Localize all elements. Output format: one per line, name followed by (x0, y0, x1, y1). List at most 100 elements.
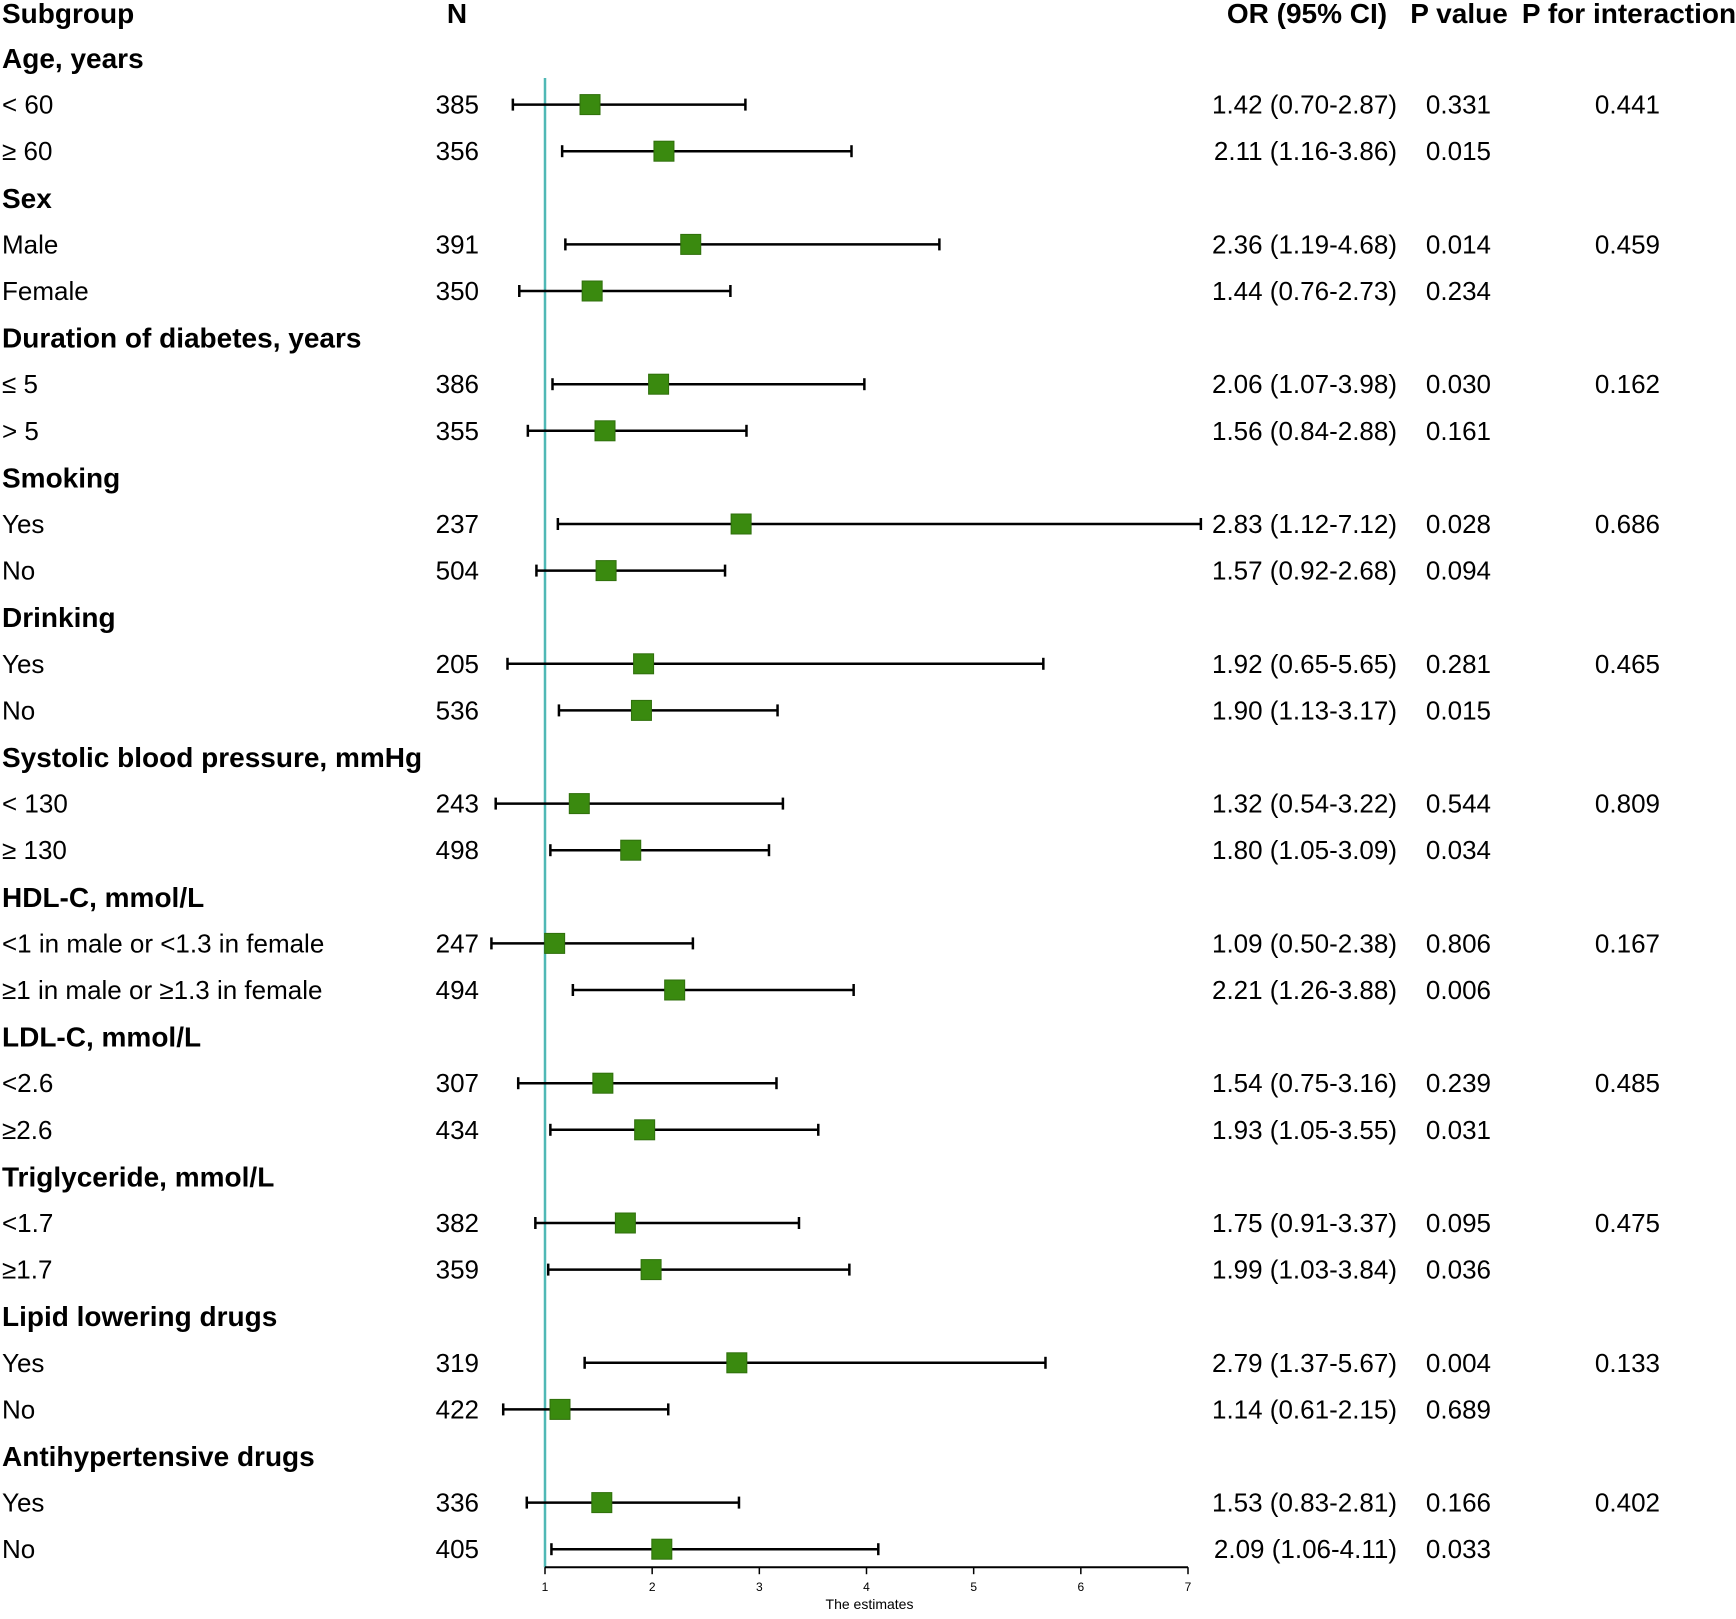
or-ci-value: 1.32 (0.54-3.22) (1212, 789, 1397, 819)
or-ci-value: 1.92 (0.65-5.65) (1212, 649, 1397, 679)
group-title: Systolic blood pressure, mmHg (2, 742, 422, 773)
p-value: 0.161 (1426, 416, 1491, 446)
p-value: 0.030 (1426, 369, 1491, 399)
estimate-marker (730, 513, 752, 535)
header-or-ci: OR (95% CI) (1227, 0, 1387, 29)
subgroup-label: <1.7 (2, 1208, 53, 1238)
x-tick-label: 1 (542, 1580, 549, 1594)
n-value: 336 (436, 1488, 479, 1518)
or-ci-value: 1.54 (0.75-3.16) (1212, 1068, 1397, 1098)
or-ci-value: 1.90 (1.13-3.17) (1212, 695, 1397, 725)
p-value: 0.034 (1426, 835, 1491, 865)
or-ci-value: 1.14 (0.61-2.15) (1212, 1394, 1397, 1424)
subgroup-label: <2.6 (2, 1068, 53, 1098)
forest-table: Age, years < 60 385 1.42 (0.70-2.87) 0.331 0.… (2, 43, 1660, 1564)
or-ci-value: 1.57 (0.92-2.68) (1212, 556, 1397, 586)
estimate-marker (648, 373, 670, 395)
n-value: 205 (436, 649, 479, 679)
estimate-marker (653, 140, 675, 162)
group-title: Sex (2, 183, 52, 214)
header-subgroup: Subgroup (2, 0, 134, 29)
x-axis-title: The estimates (826, 1596, 914, 1612)
estimate-marker (549, 1398, 571, 1420)
n-value: 247 (436, 928, 479, 958)
group-title: Triglyceride, mmol/L (2, 1161, 274, 1192)
group-title: Antihypertensive drugs (2, 1441, 315, 1472)
subgroup-label: ≥ 130 (2, 835, 67, 865)
header-n: N (447, 0, 467, 29)
subgroup-label: ≤ 5 (2, 369, 38, 399)
or-ci-value: 1.44 (0.76-2.73) (1212, 276, 1397, 306)
n-value: 498 (436, 835, 479, 865)
column-headers: Subgroup N OR (95% CI) P value P for int… (2, 0, 1736, 29)
p-interaction-value: 0.485 (1595, 1068, 1660, 1098)
n-value: 434 (436, 1115, 479, 1145)
subgroup-label: Female (2, 276, 89, 306)
n-value: 536 (436, 695, 479, 725)
subgroup-label: No (2, 695, 35, 725)
or-ci-value: 2.21 (1.26-3.88) (1212, 975, 1397, 1005)
n-value: 319 (436, 1348, 479, 1378)
or-ci-value: 2.11 (1.16-3.86) (1214, 136, 1397, 166)
group-title: Lipid lowering drugs (2, 1301, 277, 1332)
subgroup-label: No (2, 556, 35, 586)
or-ci-value: 2.79 (1.37-5.67) (1212, 1348, 1397, 1378)
or-ci-value: 2.09 (1.06-4.11) (1214, 1534, 1397, 1564)
p-value: 0.014 (1426, 229, 1491, 259)
estimate-marker (591, 1492, 613, 1514)
group-title: HDL-C, mmol/L (2, 882, 204, 913)
or-ci-value: 2.83 (1.12-7.12) (1212, 509, 1397, 539)
estimate-marker (592, 1072, 614, 1094)
n-value: 385 (436, 90, 479, 120)
p-interaction-value: 0.441 (1595, 90, 1660, 120)
p-value: 0.281 (1426, 649, 1491, 679)
x-tick-label: 5 (970, 1580, 977, 1594)
group-title: Age, years (2, 43, 144, 74)
subgroup-label: No (2, 1394, 35, 1424)
subgroup-label: > 5 (2, 416, 39, 446)
group-title: Smoking (2, 462, 120, 493)
p-value: 0.234 (1426, 276, 1491, 306)
x-tick-label: 7 (1185, 1580, 1192, 1594)
subgroup-label: No (2, 1534, 35, 1564)
x-tick-label: 6 (1077, 1580, 1084, 1594)
group-title: Drinking (2, 602, 116, 633)
p-value: 0.544 (1426, 789, 1491, 819)
estimate-marker (680, 233, 702, 255)
subgroup-label: < 130 (2, 789, 68, 819)
estimate-marker (581, 280, 603, 302)
n-value: 405 (436, 1534, 479, 1564)
subgroup-label: Yes (2, 509, 44, 539)
estimate-marker (630, 699, 652, 721)
p-value: 0.031 (1426, 1115, 1491, 1145)
estimate-marker (726, 1352, 748, 1374)
p-value: 0.015 (1426, 695, 1491, 725)
n-value: 382 (436, 1208, 479, 1238)
estimate-marker (568, 793, 590, 815)
subgroup-label: Yes (2, 1488, 44, 1518)
n-value: 355 (436, 416, 479, 446)
p-interaction-value: 0.475 (1595, 1208, 1660, 1238)
p-value: 0.239 (1426, 1068, 1491, 1098)
subgroup-label: Male (2, 229, 58, 259)
p-interaction-value: 0.162 (1595, 369, 1660, 399)
p-value: 0.806 (1426, 928, 1491, 958)
p-value: 0.095 (1426, 1208, 1491, 1238)
p-value: 0.006 (1426, 975, 1491, 1005)
p-interaction-value: 0.167 (1595, 928, 1660, 958)
x-tick-label: 2 (649, 1580, 656, 1594)
estimate-marker (544, 932, 566, 954)
p-value: 0.004 (1426, 1348, 1491, 1378)
group-title: LDL-C, mmol/L (2, 1022, 201, 1053)
estimate-marker (634, 1119, 656, 1141)
subgroup-label: ≥ 60 (2, 136, 52, 166)
p-value: 0.094 (1426, 556, 1491, 586)
n-value: 243 (436, 789, 479, 819)
estimate-marker (633, 653, 655, 675)
p-interaction-value: 0.133 (1595, 1348, 1660, 1378)
subgroup-label: Yes (2, 649, 44, 679)
n-value: 237 (436, 509, 479, 539)
or-ci-value: 1.80 (1.05-3.09) (1212, 835, 1397, 865)
n-value: 422 (436, 1394, 479, 1424)
